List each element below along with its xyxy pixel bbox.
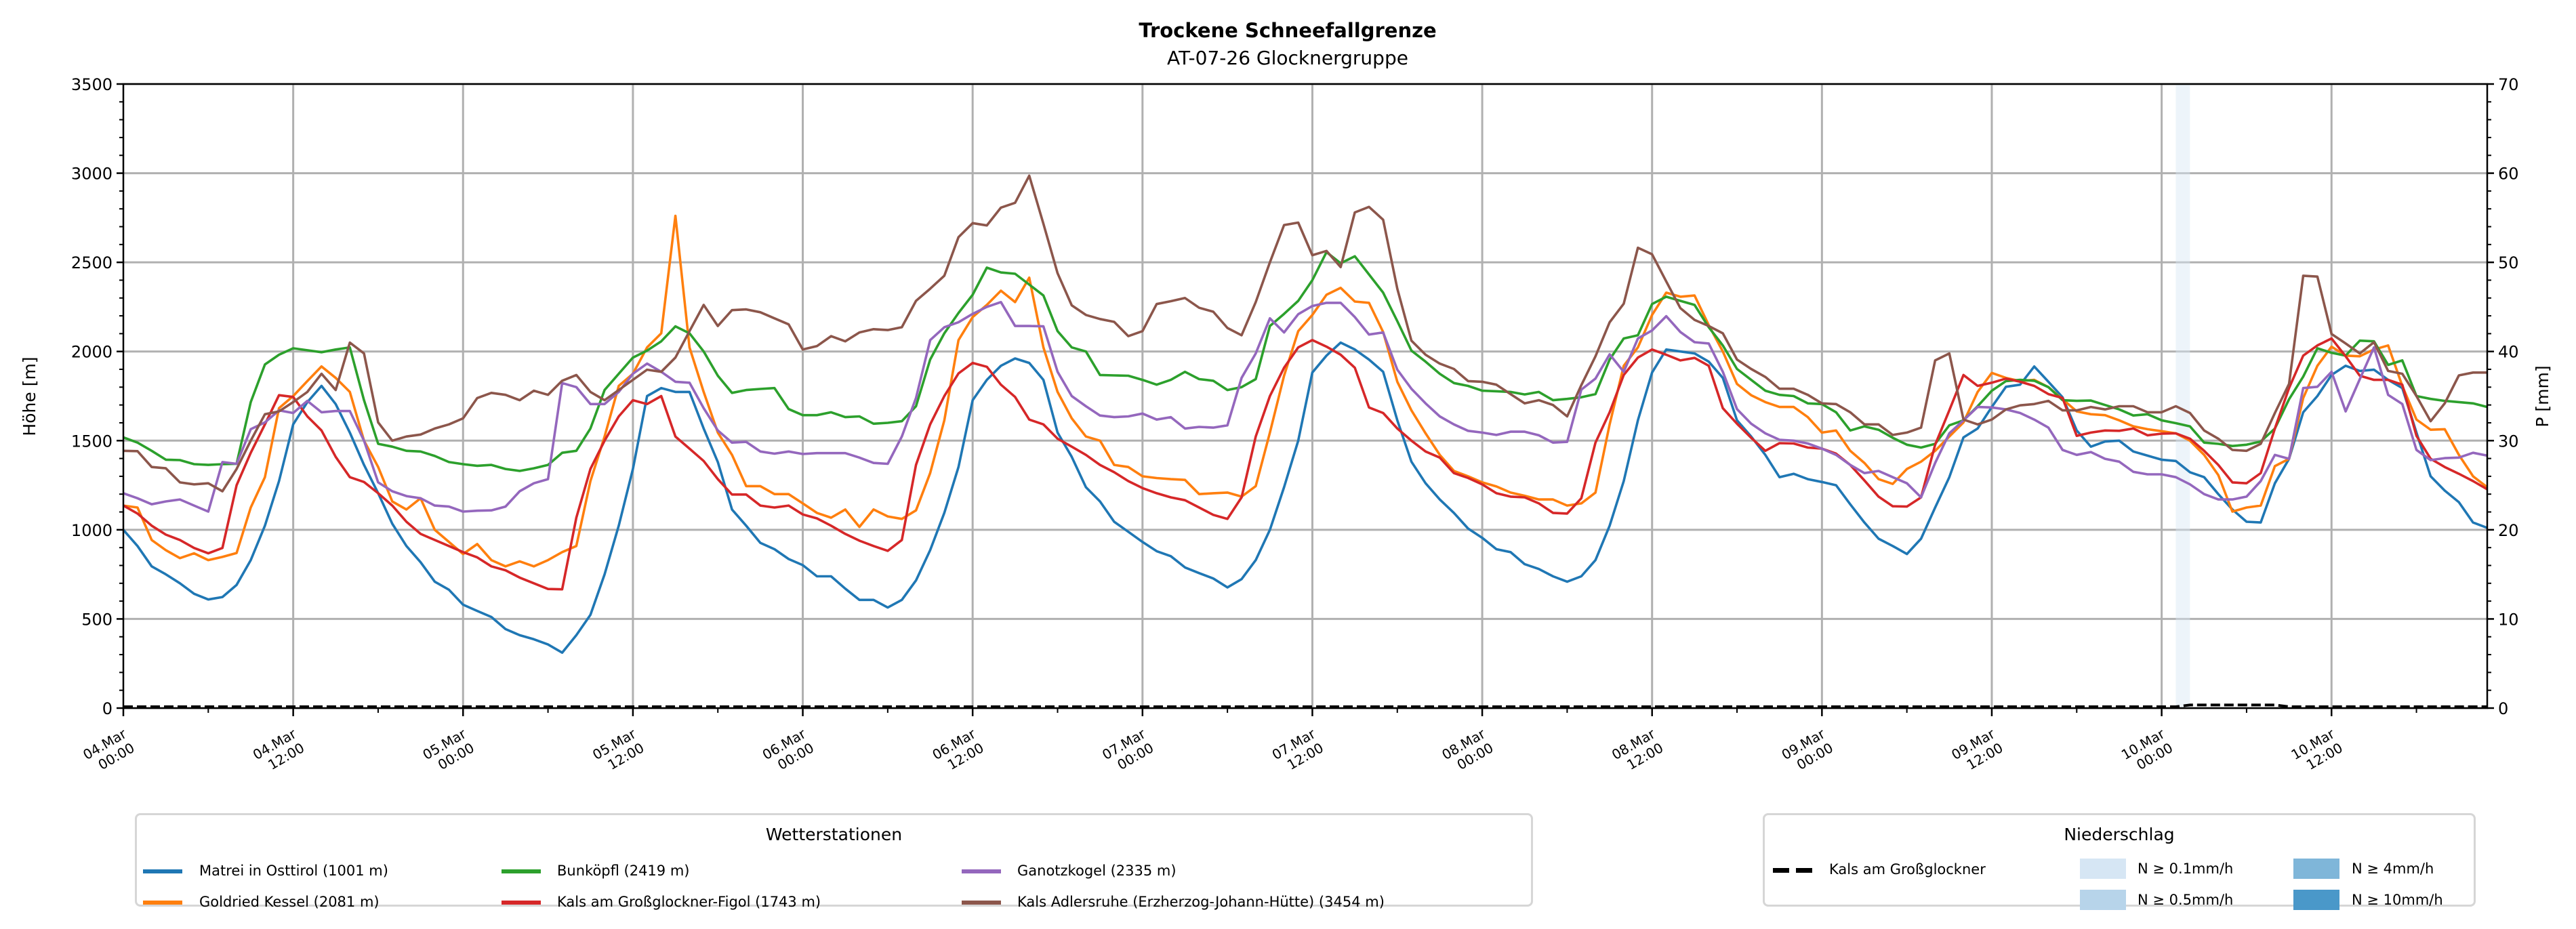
x-tick-label: 04.Mar00:00: [80, 725, 138, 777]
x-tick-label: 05.Mar00:00: [420, 725, 478, 777]
precipitation-line-kals: [123, 703, 2487, 708]
legend-station-label: Matrei in Osttirol (1001 m): [199, 863, 388, 879]
legend-precip-patch: [2293, 890, 2339, 910]
legend-precip-patch: [2080, 890, 2126, 910]
legend-line-handle: [143, 901, 182, 905]
legend-station-label: Kals Adlersruhe (Erzherzog-Johann-Hütte)…: [1017, 894, 1385, 910]
y-tick-label: 3500: [71, 75, 113, 94]
y-tick-label: 1500: [71, 432, 113, 451]
chart-title: Trockene Schneefallgrenze: [1139, 19, 1436, 42]
x-tick-label: 07.Mar00:00: [1099, 725, 1157, 777]
x-tick-label: 09.Mar00:00: [1779, 725, 1837, 777]
series-line-1: [123, 214, 2489, 568]
series-lines: [122, 174, 2489, 708]
series-line-4: [123, 301, 2488, 513]
y-right-tick-label: 10: [2498, 610, 2519, 629]
legend-line-handle: [502, 901, 541, 905]
legend-precip-patch: [2080, 859, 2126, 879]
x-tick-label: 10.Mar12:00: [2289, 725, 2346, 777]
precipitation-bars: [2175, 84, 2190, 708]
y-right-tick-label: 0: [2498, 699, 2508, 718]
series-line-5: [123, 174, 2487, 493]
y-tick-label: 0: [102, 699, 113, 718]
y-tick-label: 3000: [71, 165, 113, 184]
legend-precip-label: N ≥ 0.5mm/h: [2138, 892, 2234, 908]
x-tick-label: 08.Mar12:00: [1609, 725, 1667, 777]
x-tick-label: 09.Mar12:00: [1948, 725, 2006, 777]
legend-station-label: Bunköpfl (2419 m): [557, 863, 690, 879]
legend-precip-title: Niederschlag: [2064, 825, 2175, 844]
y-right-tick-label: 60: [2498, 165, 2519, 184]
legend-line-handle: [962, 869, 1001, 873]
y-axis-right-label: P [mm]: [2533, 365, 2552, 427]
y-tick-label: 500: [81, 610, 113, 629]
x-tick-label: 10.Mar00:00: [2119, 725, 2176, 777]
y-tick-label: 1000: [71, 521, 113, 540]
y-right-tick-label: 70: [2498, 75, 2519, 94]
x-tick-label: 08.Mar00:00: [1439, 725, 1496, 777]
legend-stations: Wetterstationen Matrei in Osttirol (1001…: [135, 813, 1533, 910]
series-line-2: [123, 251, 2488, 472]
series-line-0: [122, 341, 2488, 654]
x-tick-label: 04.Mar12:00: [250, 725, 308, 777]
precipitation-bar: [2175, 84, 2190, 708]
legend-stations-title: Wetterstationen: [765, 825, 903, 844]
legend-precipitation: Niederschlag Kals am Großglockner N ≥ 0.…: [1763, 813, 2476, 910]
legend-line-handle: [962, 901, 1001, 905]
x-tick-label: 05.Mar12:00: [590, 725, 647, 777]
legend-dash-handle: [1773, 868, 1812, 873]
grid: [123, 83, 2487, 709]
x-tick-label: 06.Mar00:00: [760, 725, 817, 777]
plot-frame: [122, 83, 2489, 709]
legend-precip-label: N ≥ 0.1mm/h: [2138, 861, 2234, 877]
y-right-tick-label: 40: [2498, 343, 2519, 362]
legend-line-handle: [502, 869, 541, 873]
legend-precip-line-label: Kals am Großglockner: [1829, 861, 1986, 878]
y-axis-label: Höhe [m]: [20, 356, 39, 436]
y-tick-label: 2500: [71, 253, 113, 272]
series-line-3: [123, 337, 2488, 591]
y-right-tick-label: 20: [2498, 521, 2519, 540]
x-tick-label: 07.Mar12:00: [1269, 725, 1327, 777]
legend-precip-label: N ≥ 10mm/h: [2352, 892, 2443, 908]
legend-station-label: Kals am Großglockner-Figol (1743 m): [557, 894, 821, 910]
y-tick-label: 2000: [71, 343, 113, 362]
legend-line-handle: [143, 869, 182, 873]
y-right-tick-label: 30: [2498, 432, 2519, 451]
chart-subtitle: AT-07-26 Glocknergruppe: [1167, 47, 1408, 69]
axes: 0 500 1000 1500 2000 2500 3000 3500 0 10 20 30 40 50 6…: [71, 75, 2519, 777]
y-right-tick-label: 50: [2498, 253, 2519, 272]
legend-station-label: Ganotzkogel (2335 m): [1017, 863, 1177, 879]
legend-precip-label: N ≥ 4mm/h: [2352, 861, 2434, 877]
x-tick-label: 06.Mar12:00: [929, 725, 987, 777]
legend-precip-patch: [2293, 859, 2339, 879]
legend-station-label: Goldried Kessel (2081 m): [199, 894, 380, 910]
